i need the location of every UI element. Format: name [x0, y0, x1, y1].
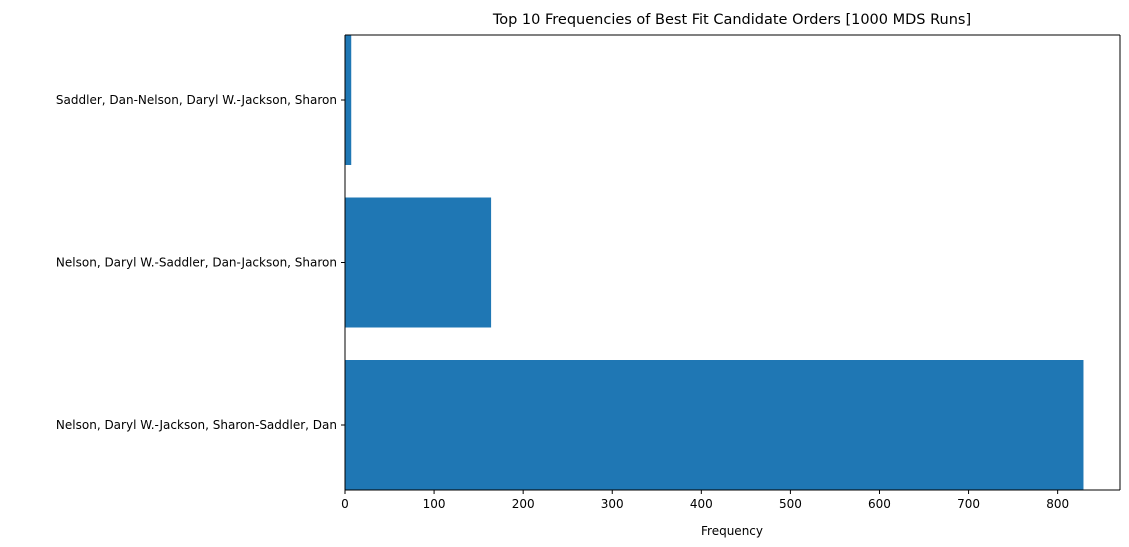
y-tick-labels: Nelson, Daryl W.-Jackson, Sharon-Saddler… [56, 93, 345, 432]
bar [345, 197, 492, 328]
x-axis-label: Frequency [701, 524, 763, 538]
x-tick-label: 100 [423, 497, 446, 511]
x-tick-label: 700 [957, 497, 980, 511]
bar [345, 360, 1084, 490]
x-ticks: 0 100 200 300 400 500 600 700 800 [341, 490, 1069, 511]
y-tick-label: Nelson, Daryl W.-Jackson, Sharon-Saddler… [56, 418, 337, 432]
x-tick-label: 200 [512, 497, 535, 511]
bars-group [345, 35, 1084, 490]
x-tick-label: 300 [601, 497, 624, 511]
x-tick-label: 600 [868, 497, 891, 511]
chart-title: Top 10 Frequencies of Best Fit Candidate… [492, 12, 971, 28]
x-tick-label: 800 [1046, 497, 1069, 511]
y-tick-label: Nelson, Daryl W.-Saddler, Dan-Jackson, S… [56, 256, 337, 270]
y-tick-label: Saddler, Dan-Nelson, Daryl W.-Jackson, S… [56, 93, 337, 107]
x-tick-label: 400 [690, 497, 713, 511]
x-tick-label: 0 [341, 497, 349, 511]
x-tick-label: 500 [779, 497, 802, 511]
bar [345, 35, 352, 165]
